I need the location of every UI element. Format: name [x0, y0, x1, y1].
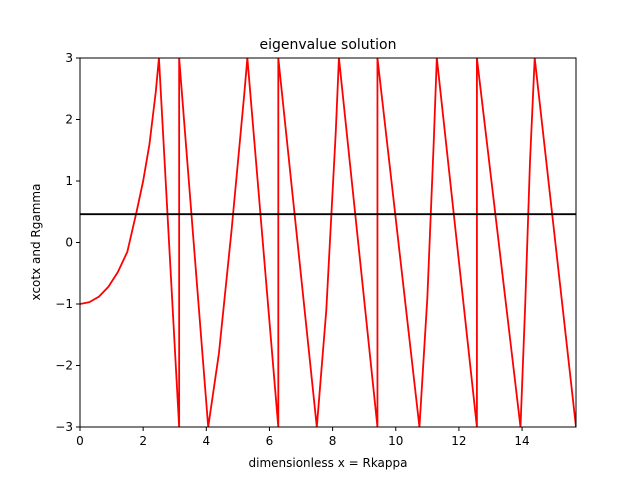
y-tick-label: −3: [55, 420, 73, 434]
red-curve-series: [80, 58, 576, 427]
x-tick-label: 8: [329, 434, 337, 448]
y-axis-label: xcotx and Rgamma: [29, 184, 43, 301]
x-axis-label: dimensionless x = Rkappa: [249, 456, 408, 470]
x-tick-label: 14: [514, 434, 529, 448]
y-tick-label: 3: [65, 51, 73, 65]
x-tick-label: 4: [202, 434, 210, 448]
y-tick-label: −2: [55, 359, 73, 373]
chart-title: eigenvalue solution: [259, 37, 396, 53]
series-lines: [80, 58, 576, 427]
y-tick-label: 1: [65, 174, 73, 188]
x-tick-label: 6: [266, 434, 274, 448]
y-tick-label: 2: [65, 113, 73, 127]
x-tick-label: 2: [139, 434, 147, 448]
y-tick-label: −1: [55, 297, 73, 311]
x-tick-label: 10: [388, 434, 403, 448]
x-tick-label: 12: [451, 434, 466, 448]
plot-area: [80, 58, 576, 427]
x-tick-label: 0: [76, 434, 84, 448]
y-tick-label: 0: [65, 236, 73, 250]
